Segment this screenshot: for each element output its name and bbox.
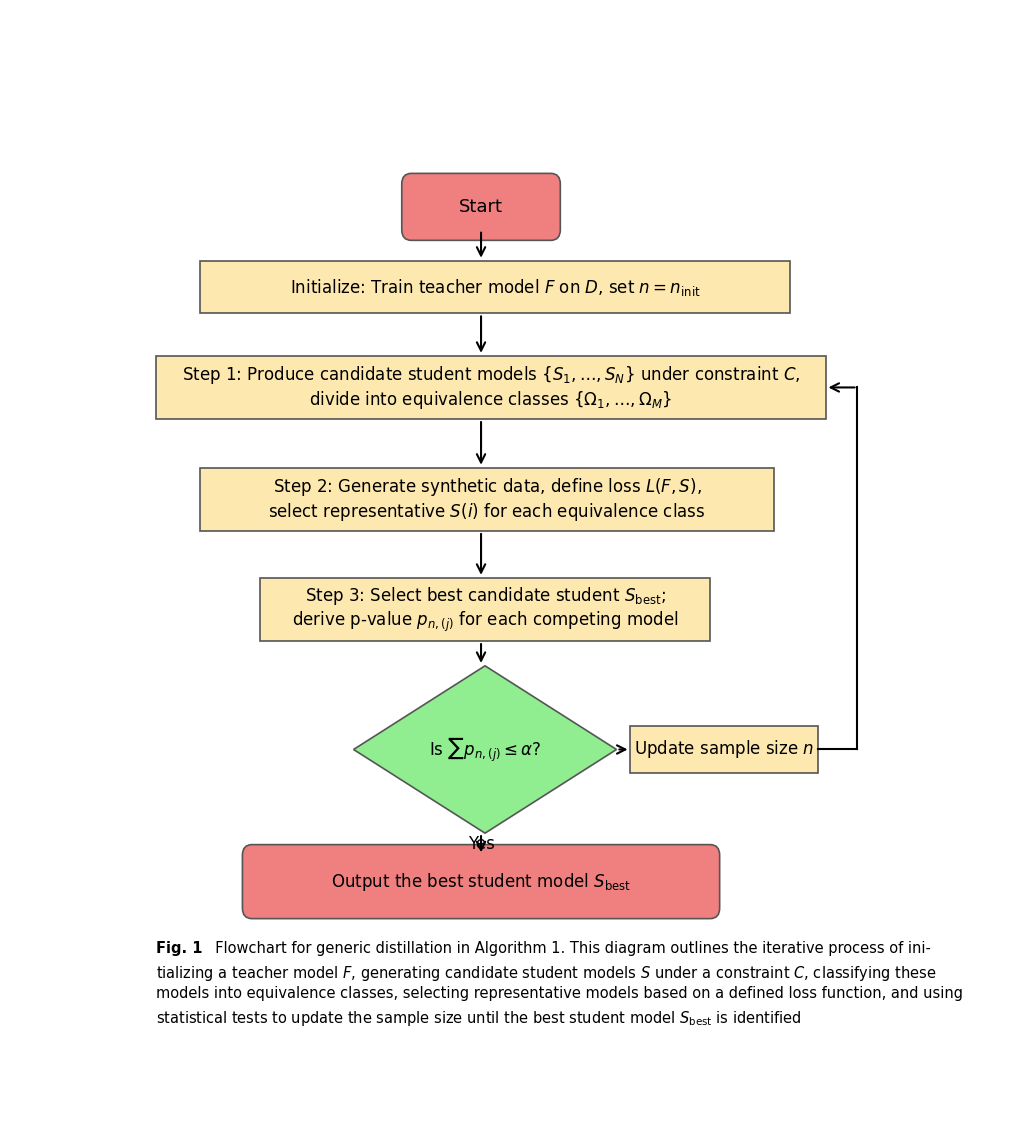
Text: Yes: Yes	[468, 835, 494, 852]
FancyBboxPatch shape	[200, 468, 774, 531]
Text: Output the best student model $S_\mathrm{best}$: Output the best student model $S_\mathrm…	[331, 871, 631, 892]
Polygon shape	[354, 666, 617, 833]
FancyBboxPatch shape	[200, 261, 790, 313]
Text: tializing a teacher model $F$, generating candidate student models $S$ under a c: tializing a teacher model $F$, generatin…	[156, 963, 937, 983]
Text: Step 1: Produce candidate student models $\{S_1,\ldots,S_N\}$ under constraint $: Step 1: Produce candidate student models…	[182, 364, 800, 411]
FancyBboxPatch shape	[630, 725, 817, 773]
Text: Is $\sum p_{n,(j)} \leq \alpha$?: Is $\sum p_{n,(j)} \leq \alpha$?	[429, 736, 542, 763]
Text: Step 3: Select best candidate student $S_\mathrm{best}$;
derive p-value $p_{n,(j: Step 3: Select best candidate student $S…	[292, 585, 678, 634]
Text: Step 2: Generate synthetic data, define loss $L(F,S)$,
select representative $S(: Step 2: Generate synthetic data, define …	[268, 476, 706, 523]
FancyBboxPatch shape	[243, 844, 720, 919]
FancyBboxPatch shape	[260, 578, 710, 641]
FancyBboxPatch shape	[156, 356, 825, 419]
Text: Initialize: Train teacher model $F$ on $D$, set $n = n_\mathrm{init}$: Initialize: Train teacher model $F$ on $…	[290, 277, 700, 297]
Text: models into equivalence classes, selecting representative models based on a defi: models into equivalence classes, selecti…	[156, 986, 963, 1001]
Text: Update sample size $n$: Update sample size $n$	[634, 739, 814, 761]
Text: statistical tests to update the sample size until the best student model $S_\mat: statistical tests to update the sample s…	[156, 1009, 802, 1028]
Text: Start: Start	[460, 198, 503, 216]
FancyBboxPatch shape	[402, 174, 560, 240]
Text: Flowchart for generic distillation in Algorithm 1. This diagram outlines the ite: Flowchart for generic distillation in Al…	[206, 940, 930, 955]
Text: Fig. 1: Fig. 1	[156, 940, 203, 955]
